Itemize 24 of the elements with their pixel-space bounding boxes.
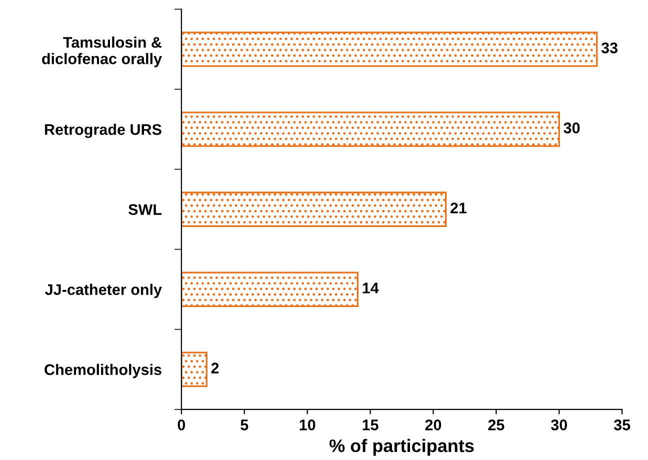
x-tick-label: 0 [178,420,186,430]
bar [181,192,447,227]
x-tick-label: 20 [425,420,442,430]
bar [181,112,560,147]
data-label: 21 [450,202,467,214]
bar [181,32,598,67]
data-label: 2 [211,362,219,374]
data-label: 33 [601,42,618,54]
y-tick-label: SWL [128,204,162,215]
x-tick-label: 30 [550,420,568,430]
x-tick-label: 25 [488,420,504,430]
y-tick-label: Retrograde URS [45,124,162,138]
x-axis-title: % of participants [329,438,474,456]
bar [181,352,208,388]
x-tick-label: 5 [240,420,248,430]
x-tick-label: 15 [362,420,378,430]
y-tick-label: Chemolitholysis [44,364,162,378]
bar [181,272,359,307]
data-label: 30 [564,122,580,134]
data-label: 14 [362,282,379,294]
y-tick-label: Tamsulosin & diclofenac orally [42,36,162,68]
x-tick-label: 35 [614,420,630,430]
x-tick-label: 10 [300,420,316,430]
y-tick-label: JJ-catheter only [45,284,162,298]
